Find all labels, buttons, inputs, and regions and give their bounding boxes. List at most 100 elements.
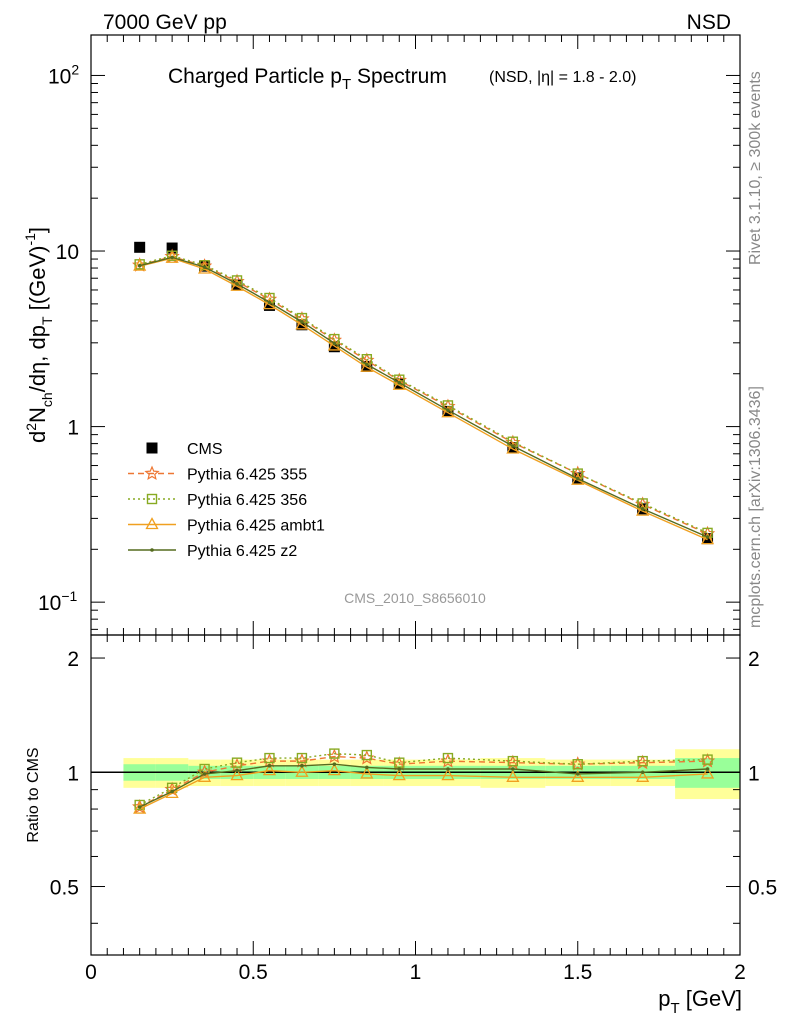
ratio-point-pythia-6-425-356: [296, 752, 308, 764]
ratio-point-pythia-6-425-ambt1: [295, 764, 309, 777]
ratio-y-tick-label-right: 1: [748, 762, 760, 785]
line-pythia-6-425-z2: [139, 256, 708, 538]
point-pythia-6-425-z2: [575, 476, 580, 481]
ratio-point-pythia-6-425-z2: [300, 764, 304, 768]
ratio-point-pythia-6-425-z2: [170, 789, 174, 794]
legend-entry-pythia-6-425-z2: Pythia 6.425 z2: [187, 543, 297, 560]
ratio-point-pythia-6-425-z2: [137, 805, 142, 809]
point-pythia-6-425-z2: [446, 408, 450, 412]
ratio-y-axis-label: Ratio to CMS: [25, 747, 42, 842]
legend-marker-pythia-6-425-ambt1: [145, 517, 159, 530]
ratio-point-pythia-6-425-356: [507, 755, 519, 767]
ratio-y-tick-label-right: 0.5: [748, 877, 777, 900]
y-tick-label: 102: [48, 61, 79, 88]
ratio-point-pythia-6-425-z2: [446, 767, 450, 771]
ratio-panel-frame: [90, 634, 741, 956]
point-pythia-6-425-z2: [640, 507, 645, 511]
x-tick-label: 0: [85, 961, 97, 984]
ratio-point-pythia-6-425-ambt1: [230, 768, 244, 781]
legend: CMS Pythia 6.425 355 Pythia 6.425 356 Pythi…: [128, 441, 325, 560]
ratio-point-pythia-6-425-356: [442, 752, 454, 764]
ratio-point-pythia-6-425-356: [702, 754, 713, 765]
ratio-point-pythia-6-425-z2: [511, 767, 515, 771]
ratio-point-pythia-6-425-ambt1: [327, 763, 341, 776]
ratio-panel: 0.5 0.5 1 1 2 2 0 0.5 1 1.5 2 Ratio to CMS pT [GeV…: [25, 634, 777, 1017]
ratio-point-pythia-6-425-356: [329, 748, 340, 759]
point-pythia-6-425-z2: [202, 265, 207, 269]
ratio-point-pythia-6-425-ambt1: [441, 768, 455, 781]
x-tick-label: 2: [734, 961, 746, 984]
ratio-point-pythia-6-425-z2: [332, 762, 337, 767]
point-pythia-6-425-ambt1: [165, 250, 179, 263]
point-pythia-6-425-z2: [397, 380, 402, 385]
legend-entry-cms: CMS: [187, 441, 223, 458]
ratio-y-tick-label: 1: [67, 762, 79, 785]
ratio-point-pythia-6-425-ambt1: [571, 769, 585, 782]
legend-entry-pythia-6-425-ambt1: Pythia 6.425 ambt1: [187, 518, 325, 535]
point-pythia-6-425-z2: [137, 263, 142, 268]
header-right: NSD: [687, 11, 731, 34]
x-tick-label: 1.5: [563, 961, 592, 984]
point-pythia-6-425-z2: [267, 300, 272, 305]
ratio-point-pythia-6-425-356: [361, 749, 373, 761]
point-pythia-6-425-z2: [511, 444, 515, 448]
legend-entry-pythia-6-425-355: Pythia 6.425 355: [187, 467, 307, 484]
legend-entry-pythia-6-425-356: Pythia 6.425 356: [187, 492, 307, 509]
point-pythia-6-425-z2: [300, 320, 304, 324]
y-tick-label: 10−1: [38, 588, 78, 615]
legend-marker-pythia-6-425-z2: [150, 548, 154, 552]
point-pythia-6-425-z2: [365, 362, 369, 367]
point-pythia-6-425-ambt1: [700, 532, 715, 545]
ratio-point-pythia-6-425-ambt1: [392, 768, 406, 781]
line-pythia-6-425-355: [139, 255, 708, 535]
ratio-line-pythia-6-425-355: [139, 755, 708, 808]
line-pythia-6-425-356: [139, 255, 708, 534]
ratio-point-pythia-6-425-ambt1: [636, 769, 650, 782]
ratio-y-tick-label: 0.5: [50, 877, 79, 900]
legend-marker-cms: [146, 442, 158, 454]
ratio-point-pythia-6-425-ambt1: [262, 763, 277, 776]
point-pythia-6-425-z2: [332, 341, 337, 346]
ratio-point-pythia-6-425-z2: [202, 772, 207, 776]
point-pythia-6-425-z2: [170, 255, 174, 260]
ratio-line-pythia-6-425-356: [139, 752, 708, 806]
ratio-point-pythia-6-425-ambt1: [133, 801, 147, 814]
y-tick-label: 10: [56, 241, 79, 264]
chart-title: Charged Particle pT Spectrum: [168, 65, 447, 93]
ratio-point-pythia-6-425-ambt1: [700, 766, 715, 779]
chart-title-extra: (NSD, |η| = 1.8 - 2.0): [489, 69, 636, 86]
ratio-point-pythia-6-425-z2: [267, 764, 272, 768]
ratio-point-pythia-6-425-356: [572, 759, 583, 770]
y-axis-label: d2Nch/dη, dpT [(GeV)-1]: [22, 227, 55, 443]
legend-marker-pythia-6-425-355: [144, 465, 160, 481]
ratio-point-pythia-6-425-z2: [235, 768, 239, 773]
ratio-y-tick-label: 2: [67, 648, 79, 671]
x-tick-label: 1: [410, 961, 422, 984]
ratio-point-pythia-6-425-356: [394, 757, 405, 768]
ratio-point-pythia-6-425-ambt1: [197, 769, 212, 782]
ratio-line-pythia-6-425-z2: [139, 763, 708, 808]
x-tick-label: 0.5: [239, 961, 268, 984]
x-axis-label: pT [GeV]: [658, 986, 742, 1017]
analysis-watermark: CMS_2010_S8656010: [344, 590, 486, 606]
ratio-point-pythia-6-425-356: [231, 757, 243, 768]
ratio-point-pythia-6-425-z2: [397, 767, 402, 771]
ratio-point-pythia-6-425-z2: [640, 770, 645, 775]
point-pythia-6-425-z2: [235, 282, 239, 286]
ratio-point-pythia-6-425-z2: [705, 767, 710, 771]
mcplots-label: mcplots.cern.ch [arXiv:1306.3436]: [747, 386, 764, 628]
ratio-point-pythia-6-425-z2: [575, 772, 580, 776]
point-cms: [134, 241, 146, 253]
ratio-point-pythia-6-425-z2: [365, 765, 369, 770]
ratio-point-pythia-6-425-ambt1: [506, 769, 520, 782]
point-pythia-6-425-z2: [705, 535, 710, 539]
ratio-line-pythia-6-425-ambt1: [139, 769, 708, 810]
ratio-point-pythia-6-425-ambt1: [360, 766, 374, 779]
ratio-y-tick-label-right: 2: [748, 648, 760, 671]
ratio-point-pythia-6-425-356: [264, 752, 275, 764]
header-left: 7000 GeV pp: [103, 11, 227, 34]
ratio-point-pythia-6-425-356: [637, 755, 648, 767]
rivet-label: Rivet 3.1.10, ≥ 300k events: [747, 71, 764, 265]
